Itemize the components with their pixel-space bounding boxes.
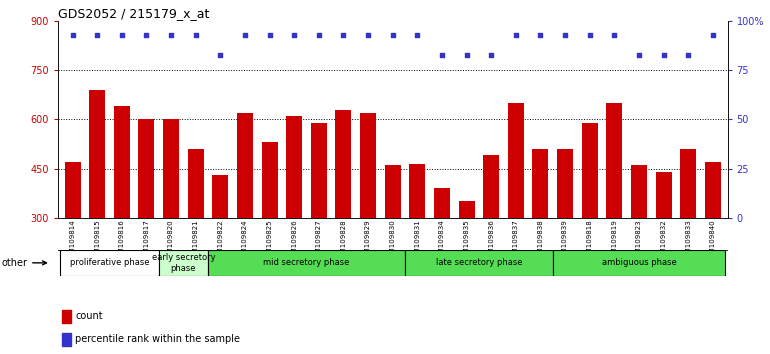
Text: ambiguous phase: ambiguous phase [601, 258, 676, 267]
Bar [286, 116, 302, 316]
Point [559, 32, 571, 38]
Point [189, 32, 202, 38]
Bar [213, 175, 228, 316]
Point [66, 32, 79, 38]
Bar [311, 123, 326, 316]
Bar [410, 164, 425, 316]
Point [682, 52, 695, 57]
Bar [581, 123, 598, 316]
Point [510, 32, 522, 38]
Text: count: count [75, 312, 102, 321]
Bar [459, 201, 474, 316]
Bar [434, 188, 450, 316]
Bar [114, 106, 130, 316]
Bar [705, 162, 721, 316]
Point [116, 32, 128, 38]
Point [436, 52, 448, 57]
Text: percentile rank within the sample: percentile rank within the sample [75, 335, 240, 344]
Bar [159, 250, 208, 276]
Point [633, 52, 645, 57]
Point [91, 32, 103, 38]
Bar [262, 142, 277, 316]
Bar [553, 250, 725, 276]
Text: late secretory phase: late secretory phase [436, 258, 522, 267]
Bar [533, 149, 548, 316]
Bar [62, 333, 71, 346]
Bar [163, 119, 179, 316]
Bar [139, 119, 155, 316]
Point [313, 32, 325, 38]
Point [608, 32, 621, 38]
Point [337, 32, 350, 38]
Point [658, 52, 670, 57]
Point [707, 32, 719, 38]
Text: early secretory
phase: early secretory phase [152, 253, 215, 273]
Point [584, 32, 596, 38]
Bar [385, 165, 400, 316]
Point [411, 32, 424, 38]
Text: GDS2052 / 215179_x_at: GDS2052 / 215179_x_at [58, 7, 209, 20]
Text: mid secretory phase: mid secretory phase [263, 258, 350, 267]
Bar [606, 103, 622, 316]
Bar [65, 162, 81, 316]
Bar [188, 149, 204, 316]
Bar [89, 90, 105, 316]
Bar [360, 113, 376, 316]
Bar [62, 310, 71, 323]
Bar [336, 110, 351, 316]
Bar [405, 250, 553, 276]
Bar [237, 113, 253, 316]
Point [485, 52, 497, 57]
Point [263, 32, 276, 38]
Point [534, 32, 547, 38]
Bar [557, 149, 573, 316]
Point [460, 52, 473, 57]
Bar [631, 165, 647, 316]
Text: other: other [2, 258, 46, 268]
Bar [680, 149, 696, 316]
Point [387, 32, 399, 38]
Bar [60, 250, 159, 276]
Bar [508, 103, 524, 316]
Point [214, 52, 226, 57]
Point [140, 32, 152, 38]
Bar [655, 172, 671, 316]
Bar [484, 155, 499, 316]
Point [362, 32, 374, 38]
Bar [208, 250, 405, 276]
Text: proliferative phase: proliferative phase [70, 258, 149, 267]
Point [165, 32, 177, 38]
Point [239, 32, 251, 38]
Point [288, 32, 300, 38]
